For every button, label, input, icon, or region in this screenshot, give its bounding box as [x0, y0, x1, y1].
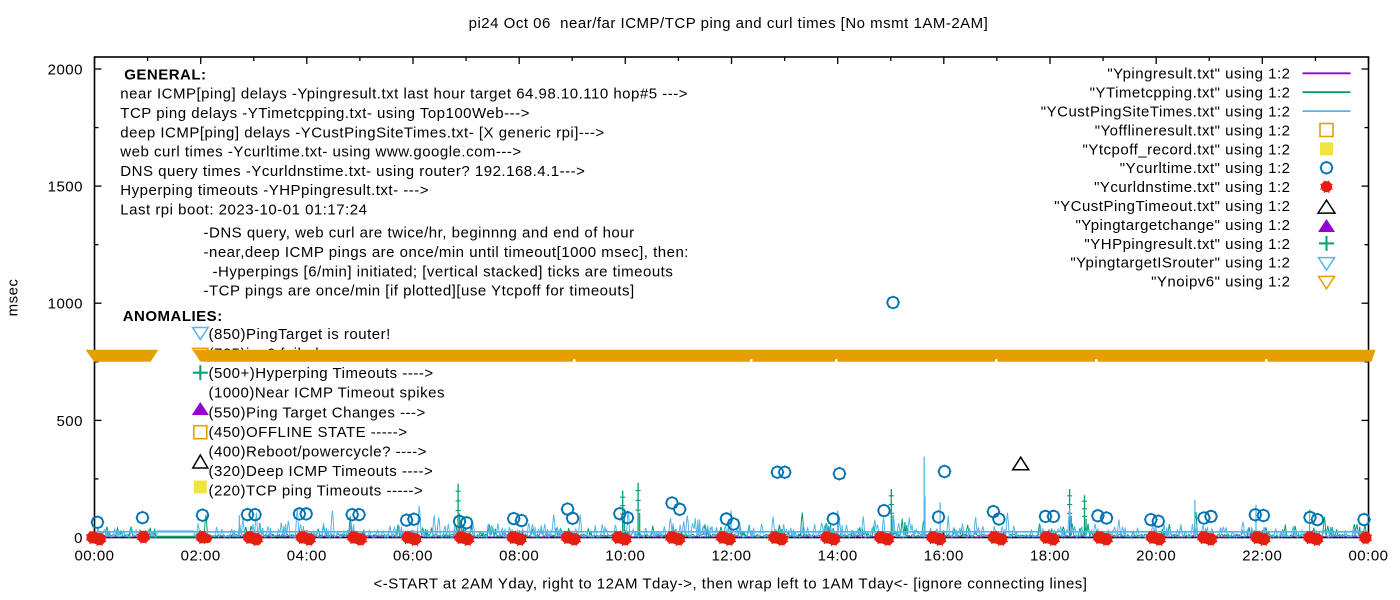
svg-text:02:00: 02:00	[181, 548, 221, 565]
svg-text:pi24 Oct 06 near/far ICMP/TCP: pi24 Oct 06 near/far ICMP/TCP ping and c…	[469, 15, 989, 32]
svg-text:web curl times -Ycurltime.txt-: web curl times -Ycurltime.txt- using www…	[119, 144, 521, 161]
svg-text:(400)Reboot/powercycle? ---->: (400)Reboot/powercycle? ---->	[209, 444, 427, 461]
svg-text:0: 0	[74, 530, 83, 547]
svg-text:2000: 2000	[48, 61, 83, 78]
svg-text:00:00: 00:00	[74, 548, 114, 565]
svg-text:10:00: 10:00	[605, 548, 645, 565]
svg-text:"Yofflineresult.txt" using 1:2: "Yofflineresult.txt" using 1:2	[1095, 122, 1291, 139]
svg-text:Last rpi boot: 2023-10-01 01:1: Last rpi boot: 2023-10-01 01:17:24	[120, 202, 367, 219]
svg-text:(500+)Hyperping Timeouts ---->: (500+)Hyperping Timeouts ---->	[209, 365, 434, 382]
svg-text:-TCP pings are once/min [if pl: -TCP pings are once/min [if plotted][use…	[204, 283, 635, 300]
svg-text:-Hyperpings [6/min] initiated;: -Hyperpings [6/min] initiated; [vertical…	[213, 263, 674, 280]
svg-text:-near,deep ICMP pings are once: -near,deep ICMP pings are once/min until…	[204, 244, 689, 261]
svg-text:04:00: 04:00	[287, 548, 327, 565]
svg-text:(850)PingTarget is router!: (850)PingTarget is router!	[209, 326, 391, 343]
svg-text:DNS query times -Ycurldnstime.: DNS query times -Ycurldnstime.txt- using…	[120, 163, 585, 180]
svg-text:22:00: 22:00	[1242, 548, 1282, 565]
svg-text:"YTimetcpping.txt" using 1:2: "YTimetcpping.txt" using 1:2	[1090, 85, 1291, 102]
svg-text:08:00: 08:00	[499, 548, 539, 565]
svg-text:1500: 1500	[48, 179, 83, 196]
svg-text:18:00: 18:00	[1030, 548, 1070, 565]
svg-text:(320)Deep ICMP Timeouts ---->: (320)Deep ICMP Timeouts ---->	[209, 463, 434, 480]
svg-text:(450)OFFLINE STATE ----->: (450)OFFLINE STATE ----->	[209, 424, 408, 441]
svg-text:<-START at 2AM Yday, right to: <-START at 2AM Yday, right to 12AM Tday-…	[374, 576, 1088, 593]
svg-text:"YpingtargetISrouter" using 1:: "YpingtargetISrouter" using 1:2	[1070, 255, 1290, 272]
svg-text:(550)Ping Target Changes --->: (550)Ping Target Changes --->	[209, 404, 426, 421]
svg-text:20:00: 20:00	[1136, 548, 1176, 565]
svg-text:"Ypingtargetchange" using 1:2: "Ypingtargetchange" using 1:2	[1075, 217, 1290, 234]
svg-text:"YHPpingresult.txt" using 1:2: "YHPpingresult.txt" using 1:2	[1084, 236, 1290, 253]
svg-text:"YCustPingTimeout.txt" using 1: "YCustPingTimeout.txt" using 1:2	[1054, 198, 1290, 215]
svg-text:06:00: 06:00	[393, 548, 433, 565]
svg-text:"Ytcpoff_record.txt" using 1:2: "Ytcpoff_record.txt" using 1:2	[1083, 141, 1291, 158]
svg-text:Hyperping timeouts -YHPpingres: Hyperping timeouts -YHPpingresult.txt- -…	[120, 182, 429, 199]
svg-text:"Ypingresult.txt" using 1:2: "Ypingresult.txt" using 1:2	[1107, 66, 1290, 83]
svg-text:"Ycurldnstime.txt" using 1:2: "Ycurldnstime.txt" using 1:2	[1094, 179, 1290, 196]
svg-text:"Ycurltime.txt" using 1:2: "Ycurltime.txt" using 1:2	[1120, 160, 1291, 177]
svg-text:12:00: 12:00	[711, 548, 751, 565]
svg-text:near ICMP[ping] delays -Ypingr: near ICMP[ping] delays -Ypingresult.txt …	[120, 86, 688, 103]
svg-text:"YCustPingSiteTimes.txt" using: "YCustPingSiteTimes.txt" using 1:2	[1041, 104, 1291, 121]
svg-text:500: 500	[56, 413, 83, 430]
svg-text:(220)TCP ping Timeouts ----->: (220)TCP ping Timeouts ----->	[209, 483, 424, 500]
svg-text:-DNS query, web curl are twice: -DNS query, web curl are twice/hr, begin…	[204, 225, 635, 242]
svg-text:00:00: 00:00	[1348, 548, 1388, 565]
svg-text:ANOMALIES:: ANOMALIES:	[123, 308, 223, 325]
svg-text:(1000)Near ICMP Timeout spikes: (1000)Near ICMP Timeout spikes	[209, 385, 445, 402]
svg-text:msec: msec	[5, 279, 22, 317]
svg-text:GENERAL:: GENERAL:	[124, 66, 206, 83]
svg-text:"Ynoipv6" using 1:2: "Ynoipv6" using 1:2	[1151, 274, 1290, 291]
svg-text:1000: 1000	[48, 296, 83, 313]
svg-text:16:00: 16:00	[924, 548, 964, 565]
svg-text:14:00: 14:00	[818, 548, 858, 565]
svg-text:deep ICMP[ping] delays -YCustP: deep ICMP[ping] delays -YCustPingSiteTim…	[120, 124, 604, 141]
svg-text:TCP ping delays -YTimetcpping.: TCP ping delays -YTimetcpping.txt- using…	[120, 105, 530, 122]
